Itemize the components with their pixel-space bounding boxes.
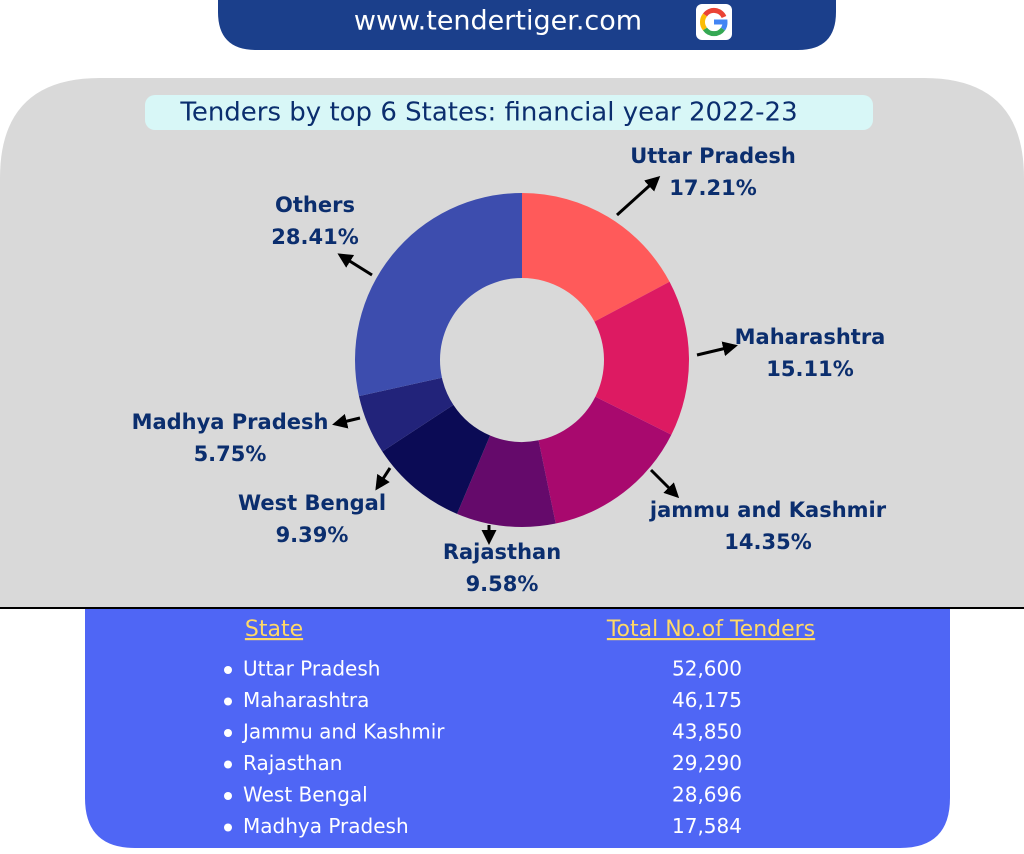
table-panel (85, 609, 950, 848)
slice-value-label: 9.39% (276, 523, 349, 547)
tender-count: 52,600 (672, 657, 742, 681)
state-name: Rajasthan (243, 751, 342, 775)
donut-slice (538, 396, 672, 524)
tender-count: 17,584 (672, 814, 742, 838)
bullet (224, 666, 232, 674)
google-icon (696, 4, 732, 40)
site-url[interactable]: www.tendertiger.com (354, 6, 642, 37)
state-name: Madhya Pradesh (243, 814, 409, 838)
donut-slice (358, 377, 454, 452)
table-header: State (245, 617, 303, 642)
tender-count: 29,290 (672, 751, 742, 775)
state-name: Maharashtra (243, 688, 369, 712)
bullet (224, 792, 232, 800)
tender-count: 46,175 (672, 688, 742, 712)
tender-count: 43,850 (672, 720, 742, 744)
slice-label: jammu and Kashmir (649, 498, 887, 522)
slice-label: West Bengal (238, 491, 386, 515)
slice-value-label: 28.41% (271, 225, 358, 249)
bullet (224, 697, 232, 706)
donut-slice (457, 435, 556, 527)
title-pill (145, 95, 873, 130)
slice-value-label: 9.58% (466, 572, 539, 596)
donut-slice (382, 404, 491, 514)
bullet (224, 729, 232, 737)
slice-value-label: 14.35% (724, 530, 811, 554)
chart-title: Tenders by top 6 States: financial year … (179, 98, 797, 128)
donut-slice (522, 193, 670, 322)
slice-label: Madhya Pradesh (132, 410, 329, 434)
slice-label: Uttar Pradesh (630, 144, 796, 168)
slice-label: Rajasthan (443, 540, 561, 564)
header-tab (218, 0, 836, 50)
bullet (224, 760, 232, 769)
slice-value-label: 15.11% (766, 357, 853, 381)
slice-label: Maharashtra (735, 325, 886, 349)
donut-slice (355, 192, 522, 397)
state-name: Jammu and Kashmir (241, 720, 445, 744)
slice-value-label: 5.75% (194, 442, 267, 466)
arrows (332, 175, 738, 545)
table-header: Total No.of Tenders (606, 617, 815, 642)
state-name: Uttar Pradesh (243, 657, 380, 681)
chart-panel (0, 78, 1024, 608)
slice-value-label: 17.21% (669, 176, 756, 200)
bullet (224, 823, 232, 832)
slice-label: Others (275, 193, 355, 217)
tender-count: 28,696 (672, 783, 742, 807)
state-name: West Bengal (243, 783, 368, 807)
donut-slice (594, 281, 689, 435)
